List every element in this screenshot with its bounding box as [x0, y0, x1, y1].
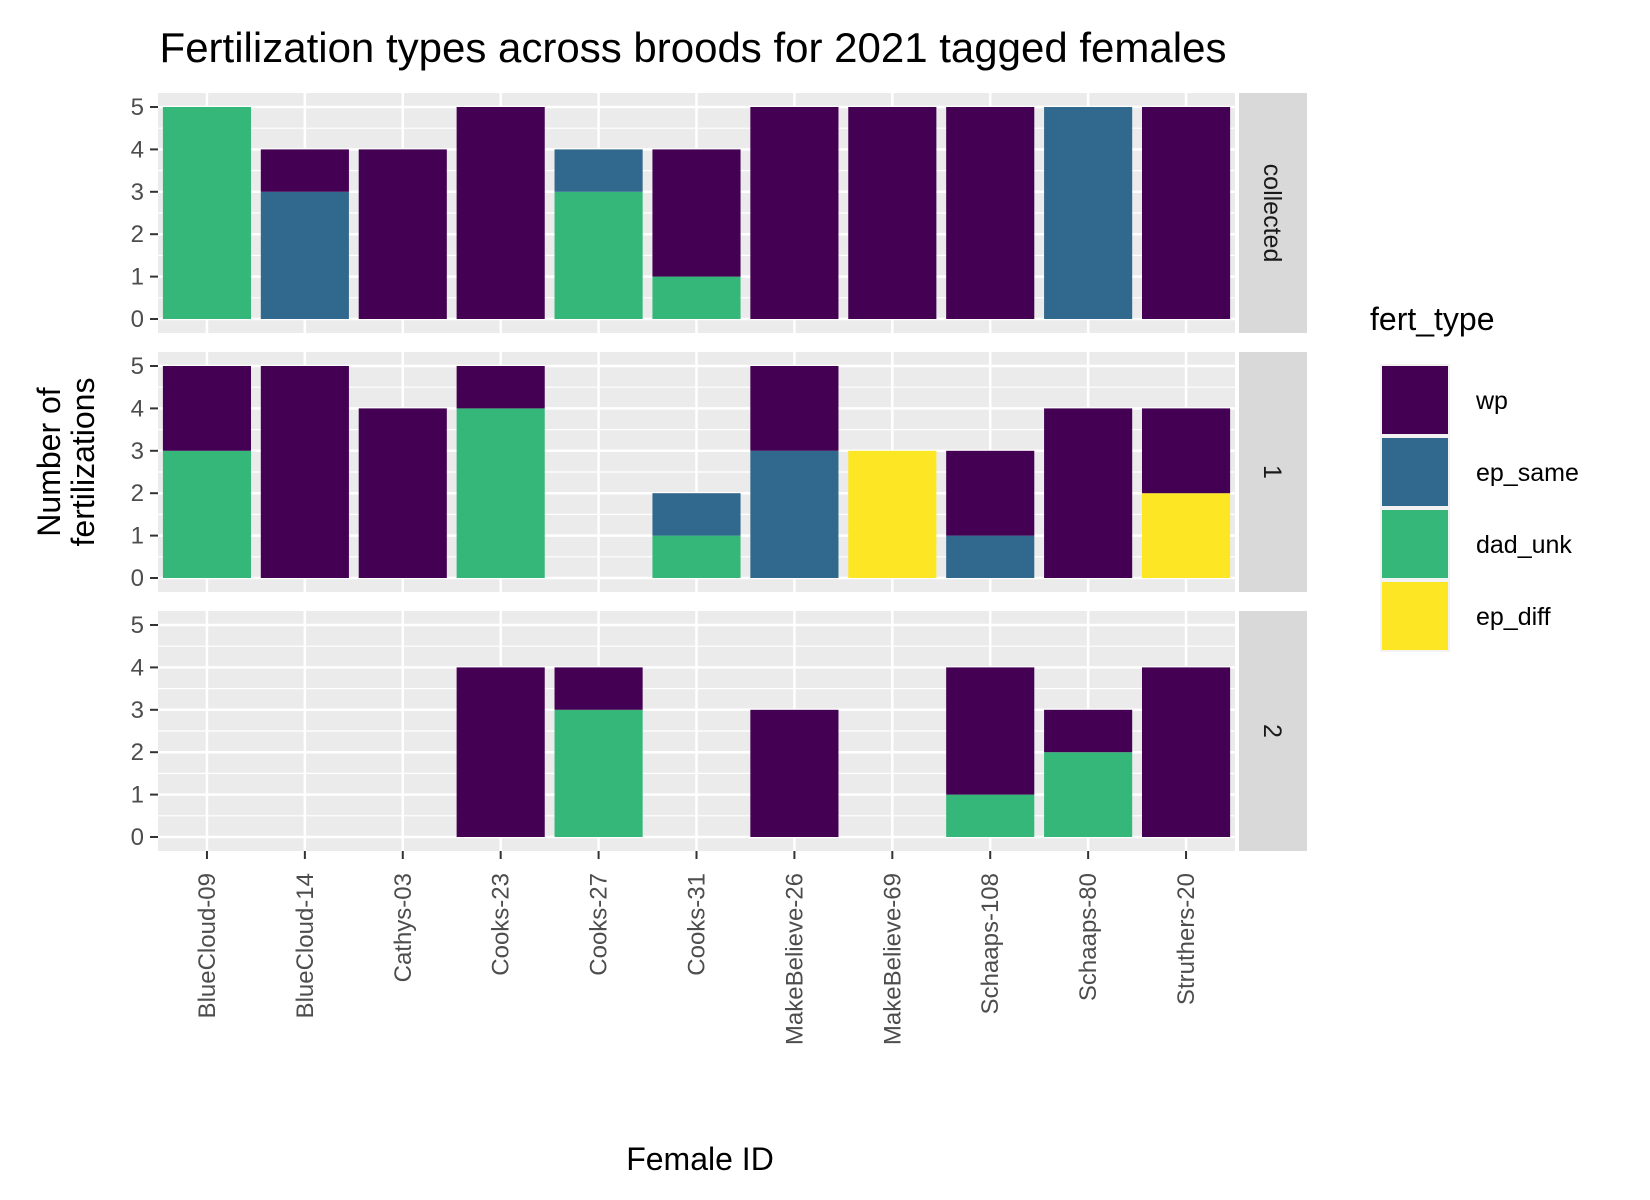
legend-key-wp	[1382, 366, 1448, 434]
bar-dad_unk	[554, 191, 643, 319]
facet-strip	[1239, 352, 1307, 592]
bar-wp	[554, 667, 643, 710]
bar-ep_diff	[848, 450, 937, 578]
bar-wp	[750, 107, 839, 319]
x-tick-label: Cathys-03	[390, 873, 417, 982]
legend-label-ep_same: ep_same	[1476, 459, 1579, 487]
bar-wp	[456, 366, 545, 409]
y-tick-label: 1	[131, 782, 144, 809]
facet-strip-label: collected	[1258, 164, 1286, 263]
bar-dad_unk	[652, 276, 741, 319]
y-tick-label: 2	[131, 480, 144, 507]
bar-dad_unk	[162, 450, 252, 578]
bar-dad_unk	[652, 535, 741, 578]
bar-ep_same	[260, 191, 349, 319]
bar-wp	[848, 107, 937, 319]
y-tick-label: 5	[131, 612, 144, 639]
bar-wp	[946, 450, 1035, 536]
bar-ep_same	[1044, 107, 1133, 319]
y-tick-label: 5	[131, 94, 144, 121]
legend-key-ep_diff	[1382, 582, 1448, 650]
x-tick-label: Schaaps-108	[977, 873, 1004, 1014]
x-tick-label: MakeBelieve-69	[879, 873, 906, 1045]
bar-wp	[946, 667, 1035, 795]
bar-dad_unk	[554, 709, 643, 837]
y-tick-label: 4	[131, 654, 144, 681]
bar-wp	[1044, 408, 1133, 578]
x-tick-label: MakeBelieve-26	[781, 873, 808, 1045]
bar-ep_same	[652, 493, 741, 536]
bar-wp	[456, 107, 545, 319]
legend-key-ep_same	[1382, 438, 1448, 506]
bar-wp	[162, 366, 252, 451]
y-axis-title-line-1: Number of	[31, 387, 67, 537]
y-axis-title-line-2: fertilizations	[65, 378, 101, 547]
y-tick-label: 4	[131, 136, 144, 163]
x-axis-title: Female ID	[626, 1141, 774, 1177]
bar-wp	[1044, 709, 1133, 753]
bar-wp	[1141, 667, 1231, 837]
bar-wp	[1141, 408, 1231, 494]
legend-key-dad_unk	[1382, 510, 1448, 578]
x-tick-label: Struthers-20	[1173, 873, 1200, 1005]
bar-dad_unk	[456, 408, 545, 578]
x-axis: BlueCloud-09 BlueCloud-14 Cathys-03 Cooks-2…	[194, 851, 1200, 1045]
y-tick-label: 4	[131, 395, 144, 422]
x-tick-label: BlueCloud-09	[194, 873, 221, 1018]
bar-wp	[358, 149, 447, 319]
bar-ep_diff	[1141, 493, 1231, 578]
y-tick-label: 2	[131, 739, 144, 766]
bar-wp	[652, 149, 741, 277]
facet-panel-collected: 0 1 2 3 4 5 collected	[131, 93, 1307, 333]
legend-label-ep_diff: ep_diff	[1476, 603, 1551, 631]
facet-strip	[1239, 611, 1307, 851]
chart-title: Fertilization types across broods for 20…	[160, 24, 1227, 71]
facet-strip-label: 1	[1258, 465, 1286, 479]
y-tick-label: 1	[131, 264, 144, 291]
y-tick-label: 5	[131, 353, 144, 380]
bar-wp	[260, 366, 349, 578]
x-tick-label: Cooks-31	[684, 873, 711, 976]
bar-wp	[260, 149, 349, 192]
legend: fert_type wp ep_same dad_unk ep_diff	[1370, 301, 1579, 652]
bar-wp	[1141, 107, 1231, 319]
bar-dad_unk	[162, 107, 252, 319]
bar-wp	[358, 408, 447, 578]
facet-panel-2: 0 1 2 3 4 5 2	[131, 611, 1307, 851]
legend-title: fert_type	[1370, 301, 1495, 337]
bar-wp	[946, 107, 1035, 319]
facet-strip	[1239, 93, 1307, 333]
bar-dad_unk	[946, 794, 1035, 837]
y-tick-label: 2	[131, 221, 144, 248]
legend-label-dad_unk: dad_unk	[1476, 531, 1572, 559]
legend-label-wp: wp	[1475, 387, 1508, 415]
y-tick-label: 3	[131, 179, 144, 206]
bar-dad_unk	[1044, 752, 1133, 837]
y-tick-label: 0	[131, 565, 144, 592]
bar-ep_same	[554, 149, 643, 192]
facet-panel-1: 0 1 2 3 4 5 1	[131, 352, 1307, 592]
facet-strip-label: 2	[1258, 724, 1286, 738]
y-tick-label: 0	[131, 306, 144, 333]
bar-wp	[750, 709, 839, 837]
bar-ep_same	[750, 450, 839, 578]
y-tick-label: 3	[131, 697, 144, 724]
x-tick-label: Schaaps-80	[1075, 873, 1102, 1001]
bar-wp	[750, 366, 839, 451]
bar-wp	[456, 667, 545, 837]
y-tick-label: 0	[131, 824, 144, 851]
facet-panels: 0 1 2 3 4 5 collected 0 1 2 3 4 5 1 0 1 2 3 4 5 2	[131, 93, 1307, 851]
y-tick-label: 1	[131, 523, 144, 550]
bar-ep_same	[946, 535, 1035, 578]
x-tick-label: Cooks-27	[586, 873, 613, 976]
x-tick-label: Cooks-23	[488, 873, 515, 976]
x-tick-label: BlueCloud-14	[292, 873, 319, 1018]
y-tick-label: 3	[131, 438, 144, 465]
